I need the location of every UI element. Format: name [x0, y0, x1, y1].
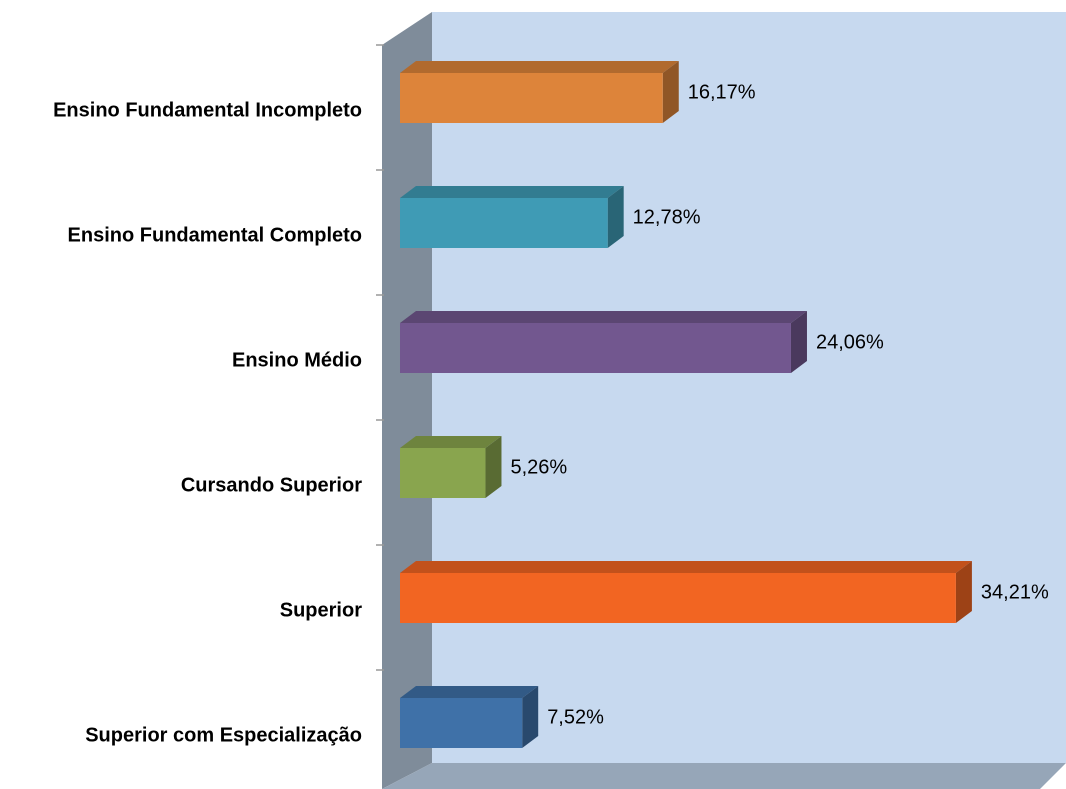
category-label: Ensino Fundamental Incompleto	[53, 99, 362, 121]
floor	[382, 763, 1066, 789]
value-label: 7,52%	[547, 706, 604, 728]
value-label: 5,26%	[510, 456, 567, 478]
bar-side	[485, 436, 502, 498]
bar	[400, 573, 956, 623]
bar-side	[955, 561, 972, 623]
bar	[400, 73, 663, 123]
category-label: Superior com Especialização	[85, 724, 362, 746]
bar	[400, 198, 608, 248]
value-label: 16,17%	[688, 81, 756, 103]
bar-top	[400, 61, 679, 73]
bar-side	[662, 61, 679, 123]
category-label: Ensino Fundamental Completo	[68, 224, 362, 246]
bar	[400, 698, 523, 748]
back-wall	[432, 12, 1066, 763]
bar-top	[400, 436, 502, 448]
bar	[400, 323, 791, 373]
value-label: 24,06%	[816, 331, 884, 353]
bar-top	[400, 311, 807, 323]
bar-top	[400, 186, 624, 198]
bar-side	[607, 186, 624, 248]
value-label: 12,78%	[633, 206, 701, 228]
bar-side	[790, 311, 807, 373]
bar	[400, 448, 486, 498]
bar-top	[400, 561, 972, 573]
category-label: Ensino Médio	[232, 349, 362, 371]
side-wall	[382, 12, 432, 789]
value-label: 34,21%	[981, 581, 1049, 603]
bar-top	[400, 686, 539, 698]
bar-side	[522, 686, 539, 748]
category-label: Superior	[280, 599, 362, 621]
category-label: Cursando Superior	[181, 474, 362, 496]
category-ticks	[376, 44, 384, 671]
